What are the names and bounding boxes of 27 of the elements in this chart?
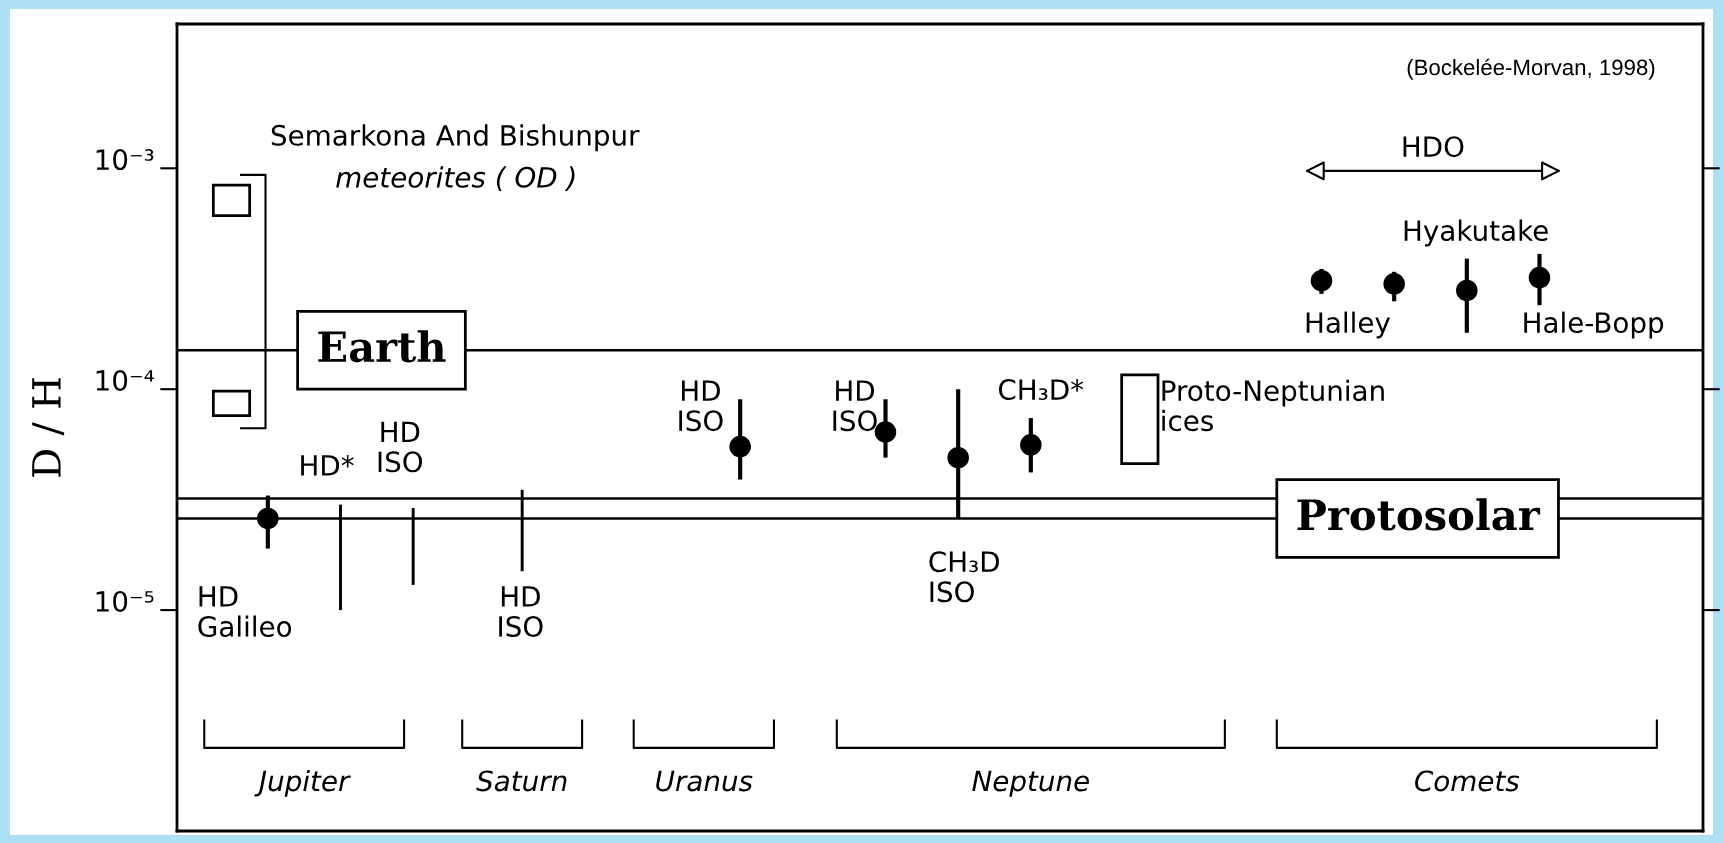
annotation: HDO xyxy=(1403,136,1464,158)
annotation: HD ISO xyxy=(378,421,423,473)
annotation: Semarkona And Bishunpur xyxy=(271,124,640,152)
annotation: Hale-Bopp xyxy=(1524,311,1664,339)
y-axis-title: D / H xyxy=(32,378,65,477)
annotation: HD Galileo xyxy=(198,586,292,637)
annotation: Hyakutake xyxy=(1404,219,1548,247)
annotation: HD ISO xyxy=(833,380,877,432)
annotation: (Bockelée-Morvan, 1998) xyxy=(1407,58,1655,80)
annotation: meteorites ( OD ) xyxy=(336,166,575,192)
x-tick-label: Uranus xyxy=(656,770,753,792)
x-tick-label: Jupiter xyxy=(254,769,351,797)
annotation: Proto-Neptunian ices xyxy=(1162,379,1384,432)
ref-line-label: Protosolar xyxy=(1297,498,1541,531)
x-tick-label: Saturn xyxy=(476,770,567,792)
y-tick-label: 10⁻⁵ xyxy=(96,590,154,612)
annotation: HD ISO xyxy=(499,586,543,637)
annotation: CH₃D ISO xyxy=(929,551,999,603)
ref-line-label: Earth xyxy=(318,330,446,363)
annotation: HD ISO xyxy=(679,380,723,432)
x-tick-label: Neptune xyxy=(972,770,1089,797)
y-tick-label: 10⁻⁴ xyxy=(96,370,154,392)
annotation: HD* xyxy=(301,454,354,476)
annotation: Halley xyxy=(1306,311,1391,339)
annotation: CH₃D* xyxy=(998,379,1084,401)
x-tick-label: Comets xyxy=(1415,770,1520,792)
y-tick-label: 10⁻³ xyxy=(96,149,154,171)
